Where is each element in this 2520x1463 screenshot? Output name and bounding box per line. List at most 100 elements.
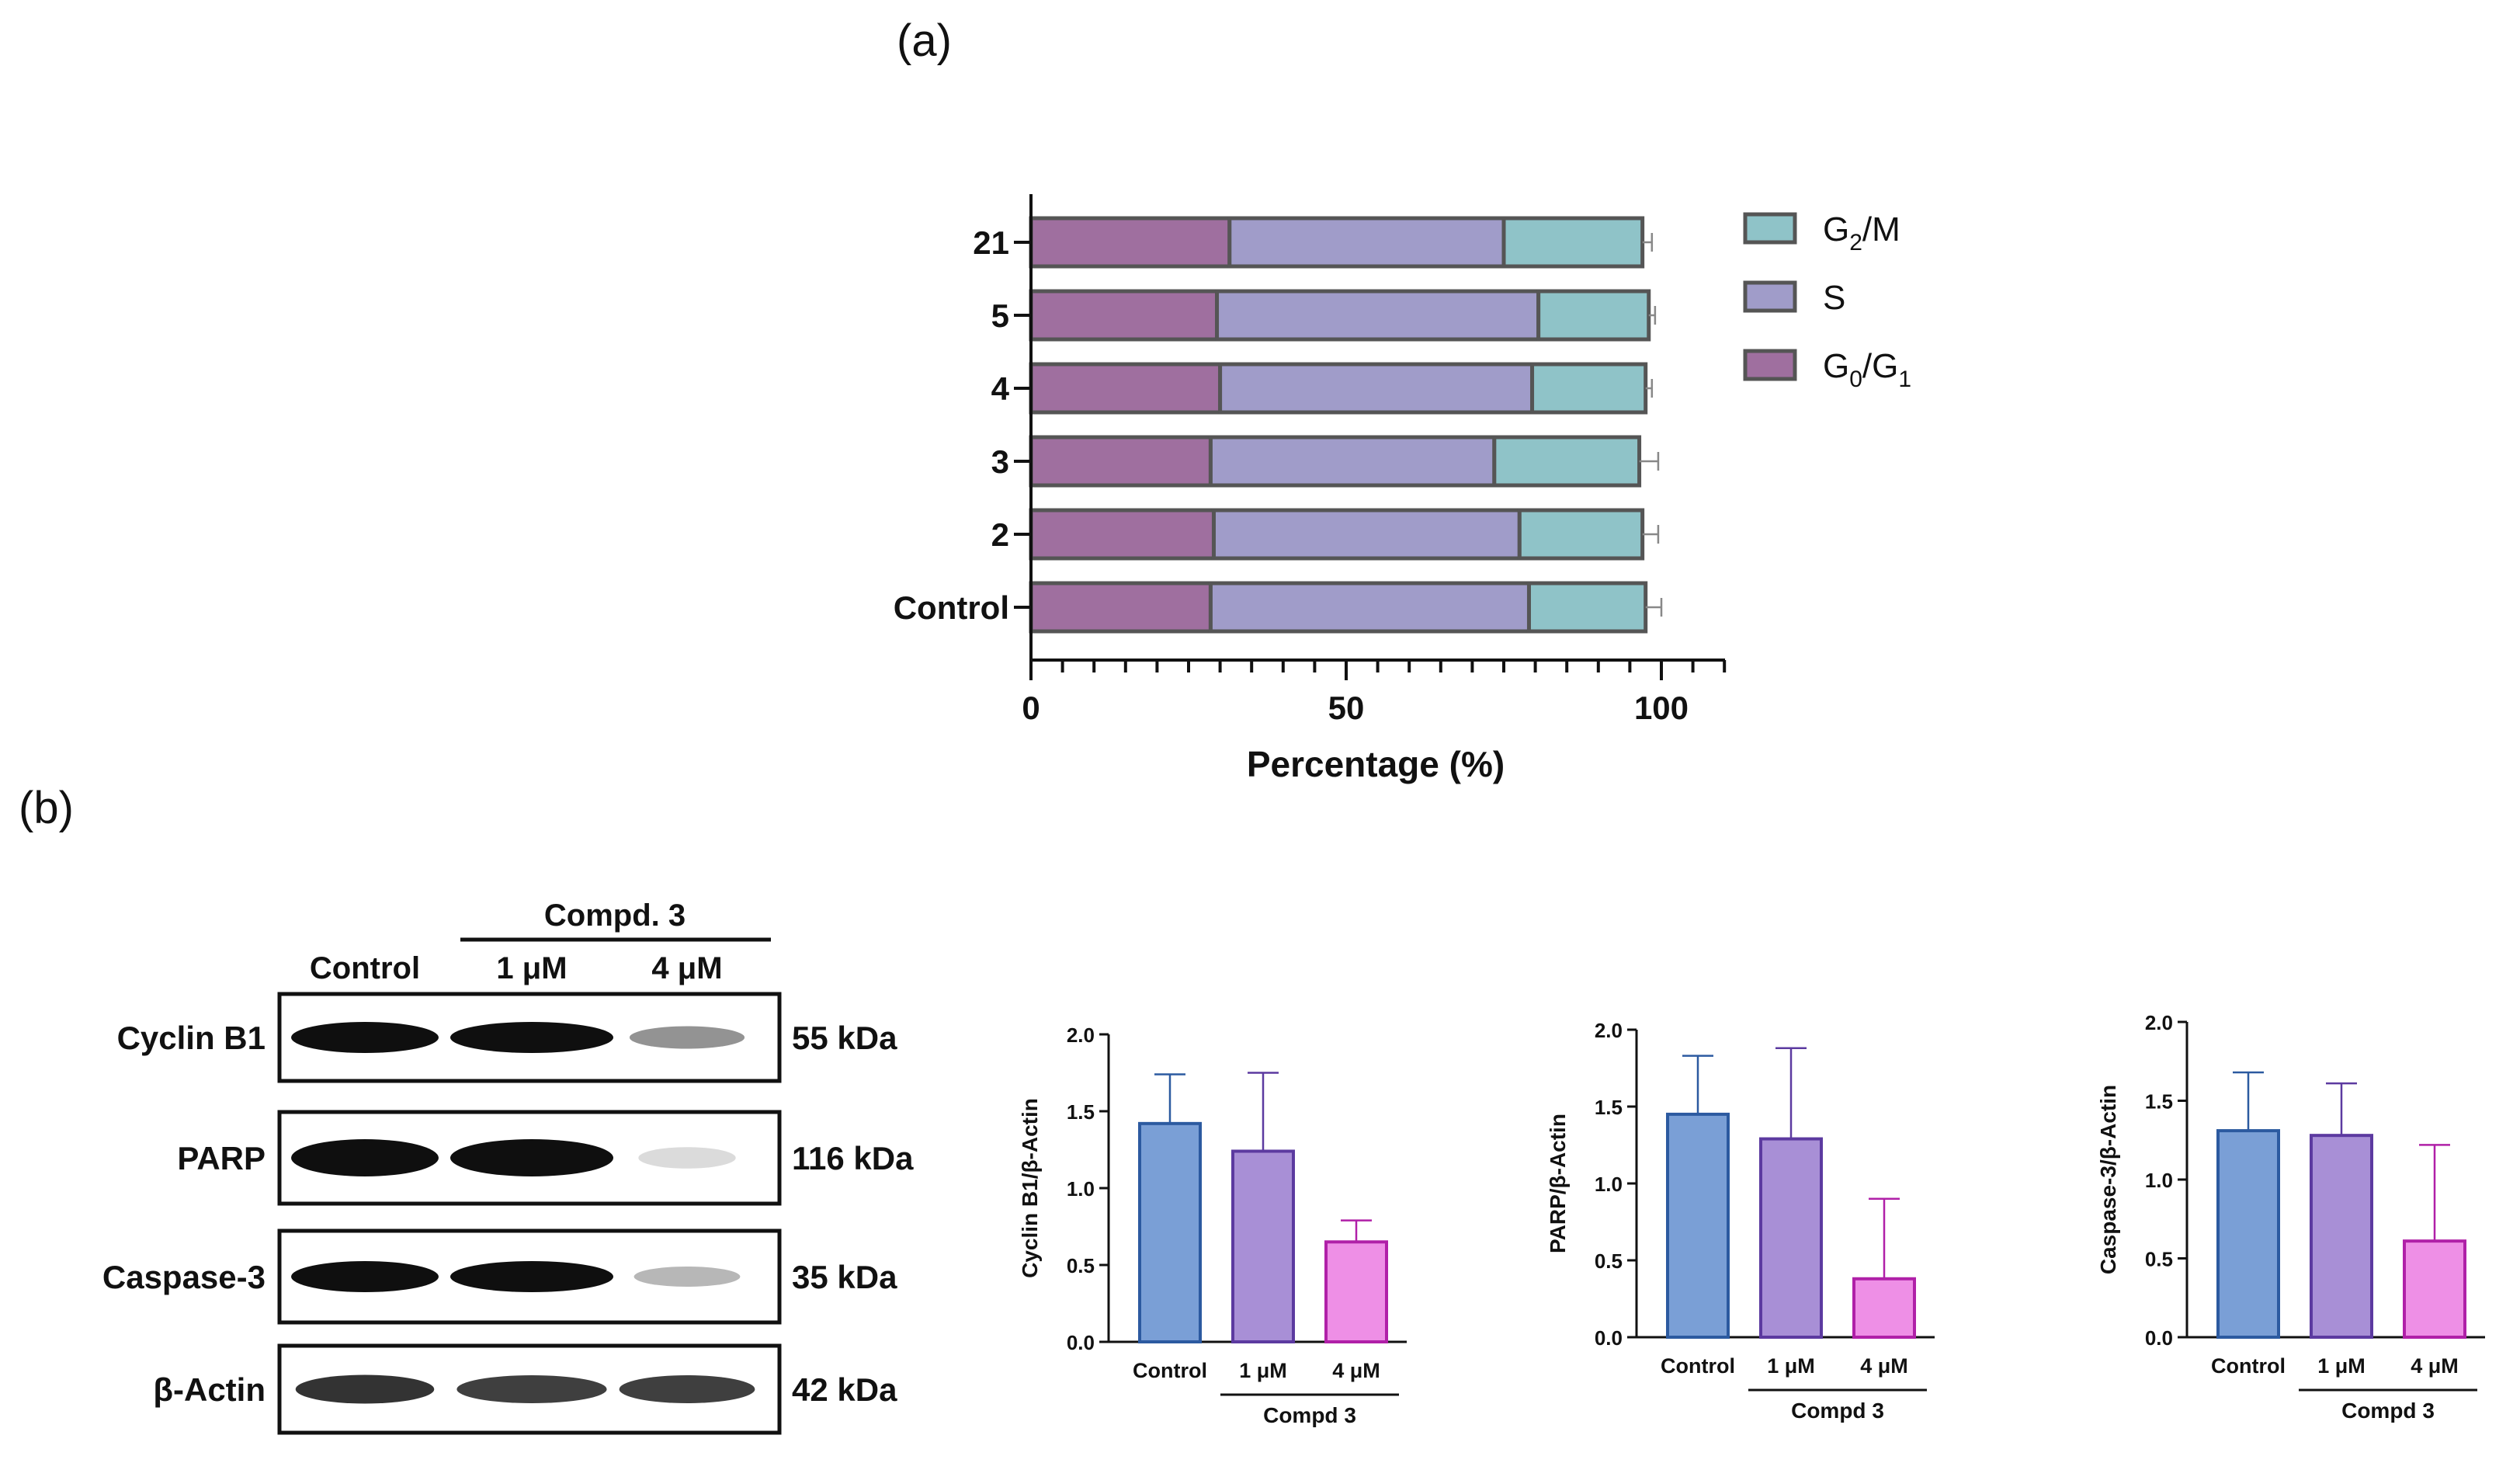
y-tick-label: 2.0 [1595, 1019, 1623, 1042]
bar-g2m-21 [1501, 216, 1645, 269]
panel-label-a: (a) [897, 16, 952, 66]
blot-lane-label: 4 μM [651, 951, 722, 985]
error-bar [2419, 1144, 2450, 1242]
error-bar [1648, 306, 1657, 325]
error-bar [1341, 1219, 1372, 1242]
y-axis-title: Cyclin B1/β-Actin [1018, 1098, 1042, 1278]
blot-band [450, 1139, 613, 1176]
blot-band [633, 1267, 741, 1287]
blot-band [450, 1022, 613, 1053]
group-label: Compd 3 [1263, 1403, 1356, 1427]
blot-protein-label: Caspase-3 [102, 1259, 266, 1295]
legend: G2/M S G0/G1 [1743, 210, 1911, 392]
y-tick-label: 2.0 [1067, 1023, 1095, 1047]
blot-band [291, 1022, 439, 1053]
x-tick-label: Control [2211, 1354, 2286, 1378]
western-blot: Compd. 3 Control 1 μM 4 μM Cyclin B1 55 kDa… [102, 898, 914, 1435]
legend-label-g0g1: G0/G1 [1823, 347, 1911, 392]
bar-g0g1-3 [1029, 435, 1213, 488]
error-bar [1775, 1047, 1807, 1139]
y-tick-label: Control [894, 589, 1009, 626]
legend-swatch-g2m [1743, 212, 1797, 245]
x-tick-label: 50 [1328, 690, 1365, 726]
group-label: Compd 3 [1791, 1399, 1884, 1423]
error-bar [1154, 1073, 1185, 1124]
bar-s-4 [1218, 362, 1535, 415]
y-tick-label: 0.5 [2145, 1248, 2173, 1271]
legend-swatch-s [1743, 280, 1797, 313]
bar-g0g1-control [1029, 581, 1213, 634]
bar [1324, 1240, 1388, 1344]
x-tick-label: Control [1133, 1359, 1207, 1382]
y-tick-label: 0.0 [1595, 1326, 1623, 1350]
error-bar [1682, 1055, 1713, 1114]
y-tick-label: 1.0 [1595, 1173, 1623, 1196]
blot-band [291, 1139, 439, 1176]
blot-protein-label: Cyclin B1 [117, 1020, 266, 1056]
blot-lane-label: Control [310, 951, 420, 985]
legend-swatch-g0g1 [1743, 349, 1797, 381]
blot-band [295, 1374, 435, 1404]
blot-lane-label: 1 μM [496, 951, 567, 985]
y-tick-label: 1.5 [2145, 1090, 2173, 1114]
bar-g2m-control [1526, 581, 1648, 634]
blot-group-label: Compd. 3 [544, 898, 686, 933]
bar-s-2 [1211, 508, 1522, 561]
x-tick-label: Control [1661, 1354, 1735, 1378]
bar-s-3 [1208, 435, 1497, 488]
y-tick-label: 0.5 [1595, 1249, 1623, 1273]
bar-g0g1-4 [1029, 362, 1223, 415]
blot-protein-label: PARP [177, 1140, 266, 1176]
y-axis-title: Caspase-3/β-Actin [2096, 1085, 2120, 1274]
error-bar [2326, 1082, 2357, 1136]
blot-band [450, 1261, 613, 1292]
bar [1138, 1121, 1202, 1343]
parp-bar-chart: 0.0 0.5 1.0 1.5 2.0 PARP/β-Actin Control 1 μM 4 … [1546, 1019, 1935, 1423]
x-tick-label: 100 [1634, 690, 1689, 726]
blot-band [456, 1375, 607, 1403]
bar [2216, 1129, 2280, 1339]
legend-label-s: S [1823, 279, 1845, 317]
blot-band [291, 1261, 439, 1292]
bar [2310, 1134, 2373, 1340]
bar-g0g1-2 [1029, 508, 1216, 561]
bar [1231, 1149, 1295, 1343]
bar-g0g1-21 [1029, 216, 1232, 269]
y-tick-label: 1.5 [1595, 1096, 1623, 1119]
y-tick-label: 0.5 [1067, 1254, 1095, 1277]
y-tick-label: 1.0 [2145, 1169, 2173, 1192]
bar-s-21 [1227, 216, 1506, 269]
bar [1759, 1137, 1823, 1339]
x-tick-label: 4 μM [2411, 1354, 2459, 1378]
error-bar [1645, 598, 1663, 617]
y-tick-label: 5 [991, 297, 1009, 334]
error-bar [1642, 233, 1654, 252]
x-tick-label: 1 μM [1239, 1359, 1287, 1382]
x-axis-title: Percentage (%) [1247, 744, 1505, 784]
y-tick-label: 2 [991, 516, 1009, 553]
blot-size-label: 116 kDa [792, 1140, 914, 1176]
bar-g2m-3 [1492, 435, 1642, 488]
error-bar [1639, 452, 1660, 471]
error-bar [1869, 1197, 1900, 1279]
bar [2403, 1239, 2466, 1340]
y-tick-label: 2.0 [2145, 1011, 2173, 1034]
y-tick-label: 1.5 [1067, 1100, 1095, 1124]
x-tick-label: 0 [1022, 690, 1040, 726]
group-label: Compd 3 [2341, 1399, 2435, 1423]
bar-s-5 [1215, 289, 1541, 342]
x-tick-label: 1 μM [2317, 1354, 2366, 1378]
blot-band [619, 1375, 755, 1403]
legend-label-g2m: G2/M [1823, 210, 1900, 255]
caspase-3-bar-chart: 0.0 0.5 1.0 1.5 2.0 Caspase-3/β-Actin Control 1… [2096, 1011, 2485, 1423]
bar [1852, 1277, 1916, 1340]
bar-s-control [1208, 581, 1531, 634]
y-tick-label: 0.0 [2145, 1326, 2173, 1350]
error-bar [1248, 1072, 1279, 1152]
blot-size-label: 42 kDa [792, 1371, 897, 1408]
error-bar [1645, 379, 1654, 398]
blot-size-label: 55 kDa [792, 1020, 897, 1056]
x-tick-label: 4 μM [1332, 1359, 1380, 1382]
bar-g0g1-5 [1029, 289, 1220, 342]
